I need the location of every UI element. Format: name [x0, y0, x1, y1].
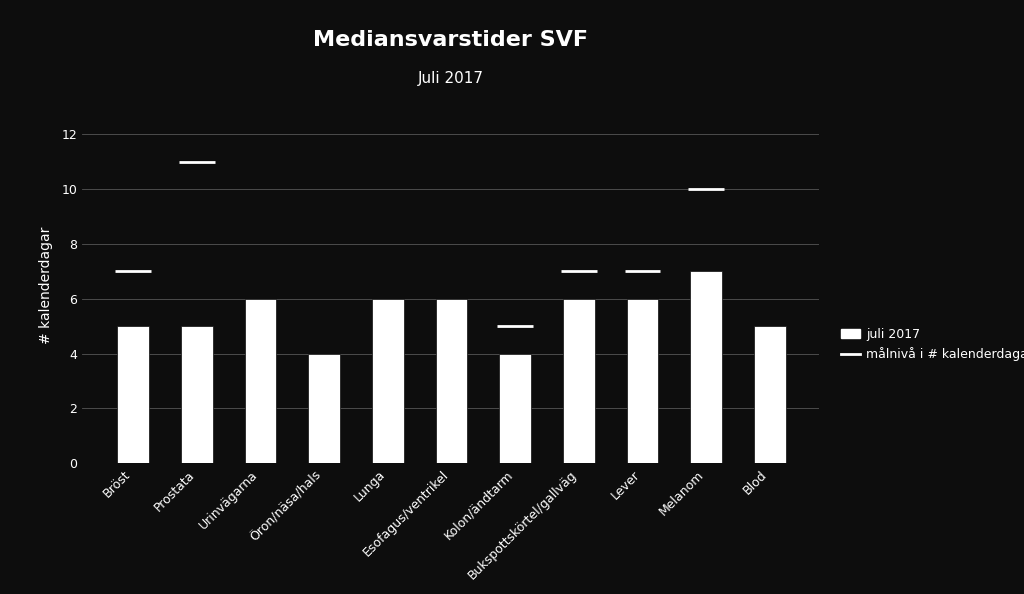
Legend: juli 2017, målnivå i # kalenderdagar: juli 2017, målnivå i # kalenderdagar [841, 328, 1024, 361]
Text: Juli 2017: Juli 2017 [418, 71, 483, 86]
Bar [308, 353, 340, 463]
Bar [500, 353, 531, 463]
Bar [435, 299, 467, 463]
Bar [118, 326, 150, 463]
Text: Mediansvarstider SVF: Mediansvarstider SVF [313, 30, 588, 50]
Bar [372, 299, 403, 463]
Bar [181, 326, 213, 463]
Bar [690, 271, 722, 463]
Bar [754, 326, 785, 463]
Bar [563, 299, 595, 463]
Bar [627, 299, 658, 463]
Bar [245, 299, 276, 463]
Y-axis label: # kalenderdagar: # kalenderdagar [39, 226, 53, 344]
